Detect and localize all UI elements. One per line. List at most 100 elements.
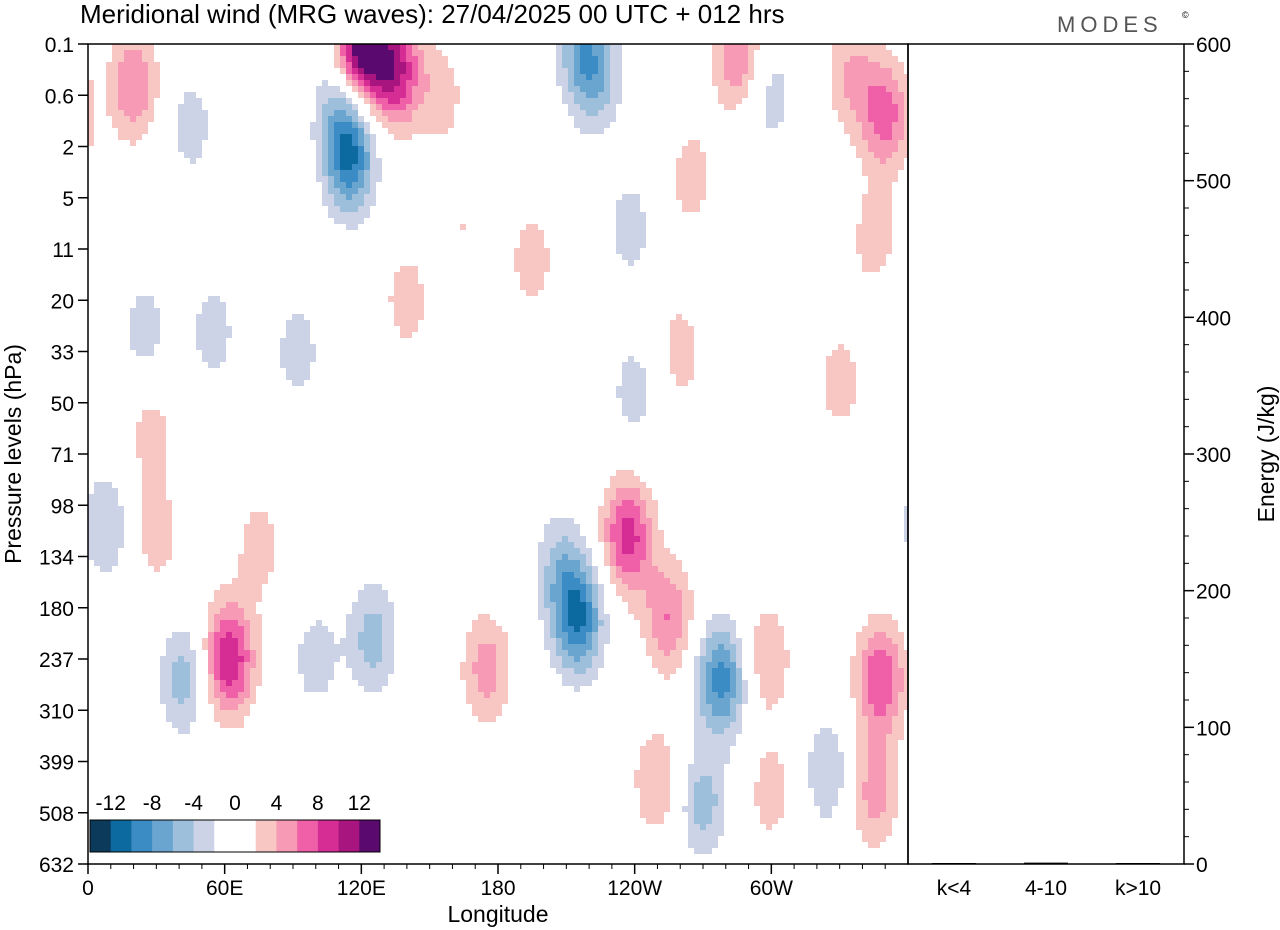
heatmap-cell [106, 110, 112, 116]
heatmap-cell [220, 326, 226, 332]
heatmap-cell [166, 668, 172, 674]
heatmap-cell [580, 578, 586, 584]
heatmap-cell [886, 152, 892, 158]
heatmap-cell [862, 74, 868, 80]
heatmap-cell [220, 620, 226, 626]
heatmap-cell [574, 638, 580, 644]
heatmap-cell [178, 722, 184, 728]
heatmap-cell [136, 68, 142, 74]
heatmap-cell [676, 590, 682, 596]
heatmap-cell [718, 614, 724, 620]
heatmap-cell [646, 794, 652, 800]
heatmap-cell [748, 68, 754, 74]
x-tick-label: 180 [480, 877, 515, 900]
heatmap-cell [610, 572, 616, 578]
heatmap-cell [838, 782, 844, 788]
heatmap-cell [592, 584, 598, 590]
heatmap-cell [232, 710, 238, 716]
heatmap-cell [898, 686, 904, 692]
heatmap-cell [352, 620, 358, 626]
heatmap-cell [334, 62, 340, 68]
heatmap-cell [898, 158, 904, 164]
heatmap-cell [334, 104, 340, 110]
heatmap-cell [724, 74, 730, 80]
heatmap-cell [190, 650, 196, 656]
heatmap-cell [862, 224, 868, 230]
heatmap-cell [238, 656, 244, 662]
heatmap-cell [874, 782, 880, 788]
heatmap-cell [646, 608, 652, 614]
heatmap-cell [352, 56, 358, 62]
heatmap-cell [658, 746, 664, 752]
energy-frame [907, 43, 1185, 865]
heatmap-cell [820, 788, 826, 794]
heatmap-cell [634, 494, 640, 500]
heatmap-cell [388, 626, 394, 632]
heatmap-cell [316, 164, 322, 170]
heatmap-cell [346, 122, 352, 128]
heatmap-cell [880, 656, 886, 662]
heatmap-cell [322, 188, 328, 194]
heatmap-cell [772, 680, 778, 686]
heatmap-cell [700, 674, 706, 680]
heatmap-cell [298, 338, 304, 344]
heatmap-cell [154, 80, 160, 86]
heatmap-cell [580, 86, 586, 92]
energy-category-label: k<4 [937, 877, 972, 900]
heatmap-cell [880, 710, 886, 716]
heatmap-cell [856, 788, 862, 794]
heatmap-cell [634, 380, 640, 386]
heatmap-cell [664, 668, 670, 674]
heatmap-cell [184, 674, 190, 680]
heatmap-cell [364, 176, 370, 182]
heatmap-cell [736, 686, 742, 692]
heatmap-cell [646, 632, 652, 638]
heatmap-cell [868, 170, 874, 176]
heatmap-cell [394, 80, 400, 86]
heatmap-cell [406, 326, 412, 332]
heatmap-cell [868, 134, 874, 140]
heatmap-cell [772, 686, 778, 692]
heatmap-cell [730, 716, 736, 722]
heatmap-cell [586, 554, 592, 560]
heatmap-cell [328, 146, 334, 152]
heatmap-cell [142, 122, 148, 128]
heatmap-cell [346, 62, 352, 68]
heatmap-cell [886, 830, 892, 836]
heatmap-cell [712, 626, 718, 632]
heatmap-cell [694, 848, 700, 854]
heatmap-cell [694, 716, 700, 722]
heatmap-cell [118, 536, 124, 542]
heatmap-cell [562, 86, 568, 92]
heatmap-cell [640, 584, 646, 590]
heatmap-cell [178, 116, 184, 122]
heatmap-cell [418, 296, 424, 302]
heatmap-cell [874, 224, 880, 230]
heatmap-cell [190, 656, 196, 662]
heatmap-cell [898, 116, 904, 122]
heatmap-cell [862, 668, 868, 674]
heatmap-cell [634, 578, 640, 584]
heatmap-cell [712, 68, 718, 74]
heatmap-cell [724, 722, 730, 728]
heatmap-cell [364, 62, 370, 68]
heatmap-cell [160, 500, 166, 506]
heatmap-cell [736, 62, 742, 68]
heatmap-cell [844, 80, 850, 86]
heatmap-cell [178, 716, 184, 722]
heatmap-cell [706, 842, 712, 848]
heatmap-cell [352, 104, 358, 110]
heatmap-cell [826, 392, 832, 398]
heatmap-cell [142, 128, 148, 134]
colorbar-label: -4 [184, 792, 203, 815]
heatmap-cell [430, 62, 436, 68]
heatmap-cell [862, 92, 868, 98]
heatmap-cell [634, 596, 640, 602]
heatmap-cell [562, 74, 568, 80]
heatmap-cell [724, 632, 730, 638]
colorbar-swatch [172, 820, 195, 852]
heatmap-cell [352, 152, 358, 158]
heatmap-cell [436, 56, 442, 62]
heatmap-cell [310, 134, 316, 140]
heatmap-cell [712, 824, 718, 830]
